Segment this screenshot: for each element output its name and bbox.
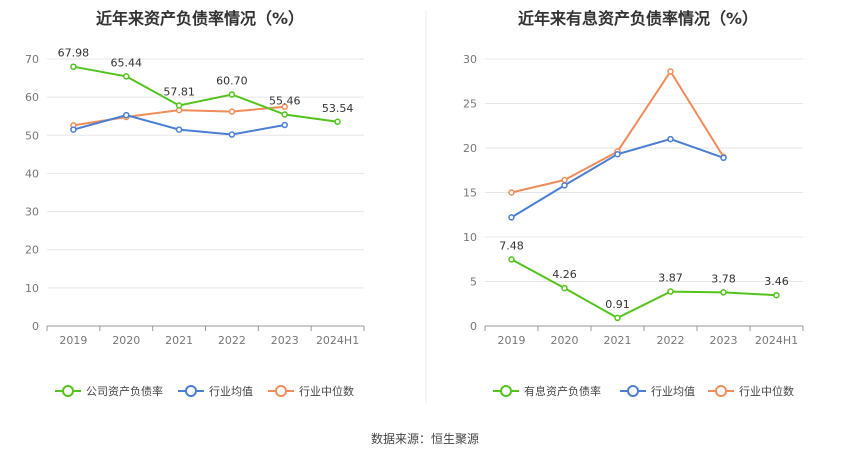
data-label: 7.48: [499, 239, 524, 252]
data-point: [70, 126, 77, 133]
legend-swatch-marker: [185, 385, 197, 397]
y-tick-label: 10: [463, 231, 477, 244]
y-tick-label: 20: [463, 142, 477, 155]
y-tick-label: 10: [25, 282, 39, 295]
data-point: [508, 189, 515, 196]
y-tick-label: 60: [25, 91, 39, 104]
data-point: [561, 176, 568, 184]
data-point: [334, 118, 341, 126]
data-label: 3.46: [764, 275, 789, 288]
y-tick-label: 0: [470, 320, 477, 333]
y-tick-label: 40: [25, 167, 39, 180]
y-tick-label: 15: [463, 187, 477, 200]
data-label: 0.91: [605, 298, 630, 311]
legend-swatch-marker: [627, 385, 639, 397]
y-tick-label: 25: [463, 98, 477, 111]
data-point: [667, 288, 674, 295]
chart-title-2: 近年来有息资产负债率情况（%）: [518, 9, 758, 28]
data-point: [123, 111, 130, 119]
data-point: [508, 214, 515, 221]
data-label: 60.70: [216, 74, 248, 87]
data-point: [667, 68, 674, 75]
data-label: 65.44: [111, 56, 143, 69]
data-label: 3.87: [658, 272, 683, 285]
data-label: 53.54: [322, 102, 354, 115]
data-point: [561, 284, 568, 292]
x-tick-label: 2021: [165, 334, 193, 347]
data-label: 67.98: [58, 47, 90, 60]
data-point: [123, 73, 130, 80]
data-point: [508, 256, 515, 263]
data-point: [281, 111, 288, 118]
x-tick-label: 2022: [657, 334, 685, 347]
x-tick-label: 2020: [112, 334, 140, 347]
data-point: [281, 103, 288, 110]
data-point: [561, 182, 568, 189]
y-tick-label: 30: [463, 53, 477, 66]
data-point: [228, 91, 236, 98]
data-point: [175, 126, 183, 133]
data-point: [614, 314, 621, 322]
x-tick-label: 2023: [271, 334, 299, 347]
legend-label: 行业中位数: [299, 384, 354, 398]
data-point: [614, 150, 621, 158]
data-point: [175, 102, 183, 109]
y-tick-label: 70: [25, 53, 39, 66]
legend-swatch-marker: [275, 385, 287, 397]
y-tick-label: 5: [470, 276, 477, 289]
legend-label: 行业中位数: [739, 384, 794, 398]
x-tick-label: 2019: [59, 334, 87, 347]
legend-label: 有息资产负债率: [524, 384, 601, 398]
y-tick-label: 20: [25, 244, 39, 257]
data-source-note: 数据来源：恒生聚源: [371, 431, 479, 446]
data-point: [773, 291, 780, 299]
data-point: [720, 289, 727, 296]
series-line-有息资产负债率: [511, 258, 777, 320]
legend-swatch-marker: [62, 385, 74, 397]
y-tick-label: 30: [25, 206, 39, 219]
legend-label: 公司资产负债率: [86, 384, 163, 398]
x-tick-label: 2024H1: [316, 334, 359, 347]
y-tick-label: 50: [25, 129, 39, 142]
data-point: [70, 63, 77, 70]
x-tick-label: 2022: [218, 334, 246, 347]
x-tick-label: 2021: [604, 334, 632, 347]
legend-swatch-marker: [500, 385, 512, 397]
data-label: 55.46: [269, 94, 301, 107]
data-label: 57.81: [163, 85, 195, 98]
data-label: 4.26: [552, 268, 577, 281]
legend-swatch-marker: [715, 385, 727, 397]
data-point: [667, 135, 674, 143]
data-point: [228, 108, 236, 115]
x-tick-label: 2024H1: [755, 334, 798, 347]
chart-title-1: 近年来资产负债率情况（%）: [96, 9, 304, 28]
y-tick-label: 0: [32, 320, 39, 333]
series-line-公司资产负债率: [73, 65, 338, 123]
series-line-行业中位数: [511, 69, 725, 194]
x-tick-label: 2020: [551, 334, 579, 347]
data-point: [720, 154, 727, 162]
x-tick-label: 2019: [498, 334, 526, 347]
data-point: [281, 121, 288, 129]
x-tick-label: 2023: [710, 334, 738, 347]
legend-label: 行业均值: [651, 385, 695, 398]
data-label: 3.78: [711, 272, 736, 285]
legend-label: 行业均值: [209, 385, 253, 398]
data-point: [228, 131, 236, 138]
